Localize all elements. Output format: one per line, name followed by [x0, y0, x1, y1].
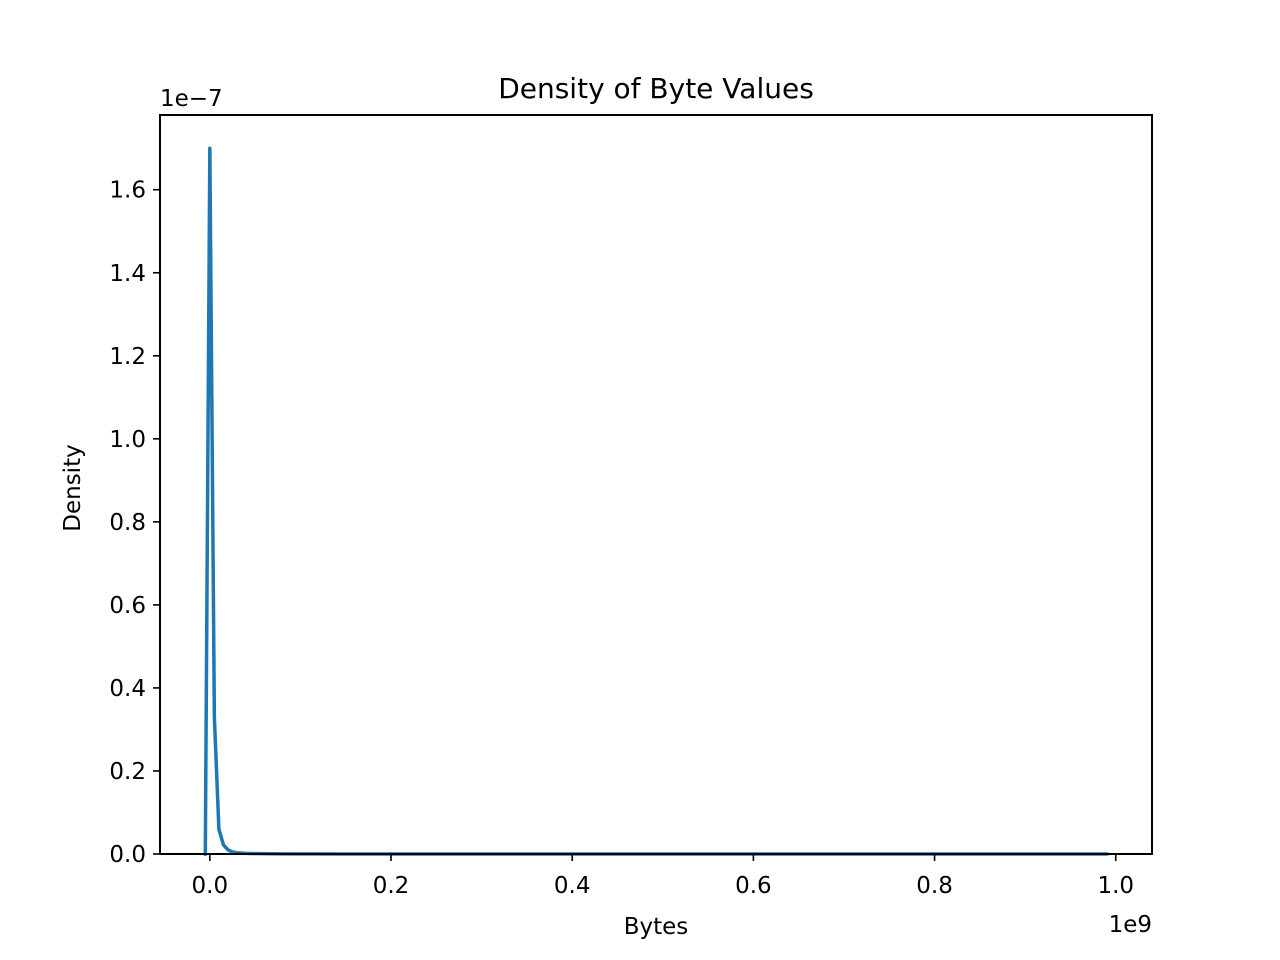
- x-tick-label: 1.0: [1097, 873, 1134, 899]
- x-tick-label: 0.6: [735, 873, 772, 899]
- y-tick-label: 0.8: [109, 510, 146, 536]
- axes: 0.0 0.2 0.4 0.6 0.8 1.0 0.0 0.2 0.4 0.6 0.8 1.0 1.2 1…: [109, 114, 1153, 899]
- y-tick-label: 0.6: [109, 593, 146, 619]
- y-tick-label: 1.4: [109, 261, 146, 287]
- y-tick-label: 0.2: [109, 759, 146, 785]
- y-axis-offset-label: 1e−7: [160, 86, 223, 112]
- y-tick-label: 0.0: [109, 842, 146, 868]
- x-tick-label: 0.0: [192, 873, 229, 899]
- y-tick-label: 1.6: [109, 178, 146, 204]
- x-axis-label: Bytes: [624, 914, 689, 940]
- x-tick-label: 0.8: [916, 873, 953, 899]
- x-axis-offset-label: 1e9: [1109, 912, 1152, 938]
- y-tick-label: 0.4: [109, 676, 146, 702]
- axes-frame: [159, 114, 1153, 855]
- chart-title: Density of Byte Values: [498, 72, 814, 105]
- y-tick-label: 1.0: [109, 427, 146, 453]
- x-tick-label: 0.2: [373, 873, 410, 899]
- y-tick-label: 1.2: [109, 344, 146, 370]
- y-axis-label: Density: [60, 444, 86, 531]
- x-tick-label: 0.4: [554, 873, 591, 899]
